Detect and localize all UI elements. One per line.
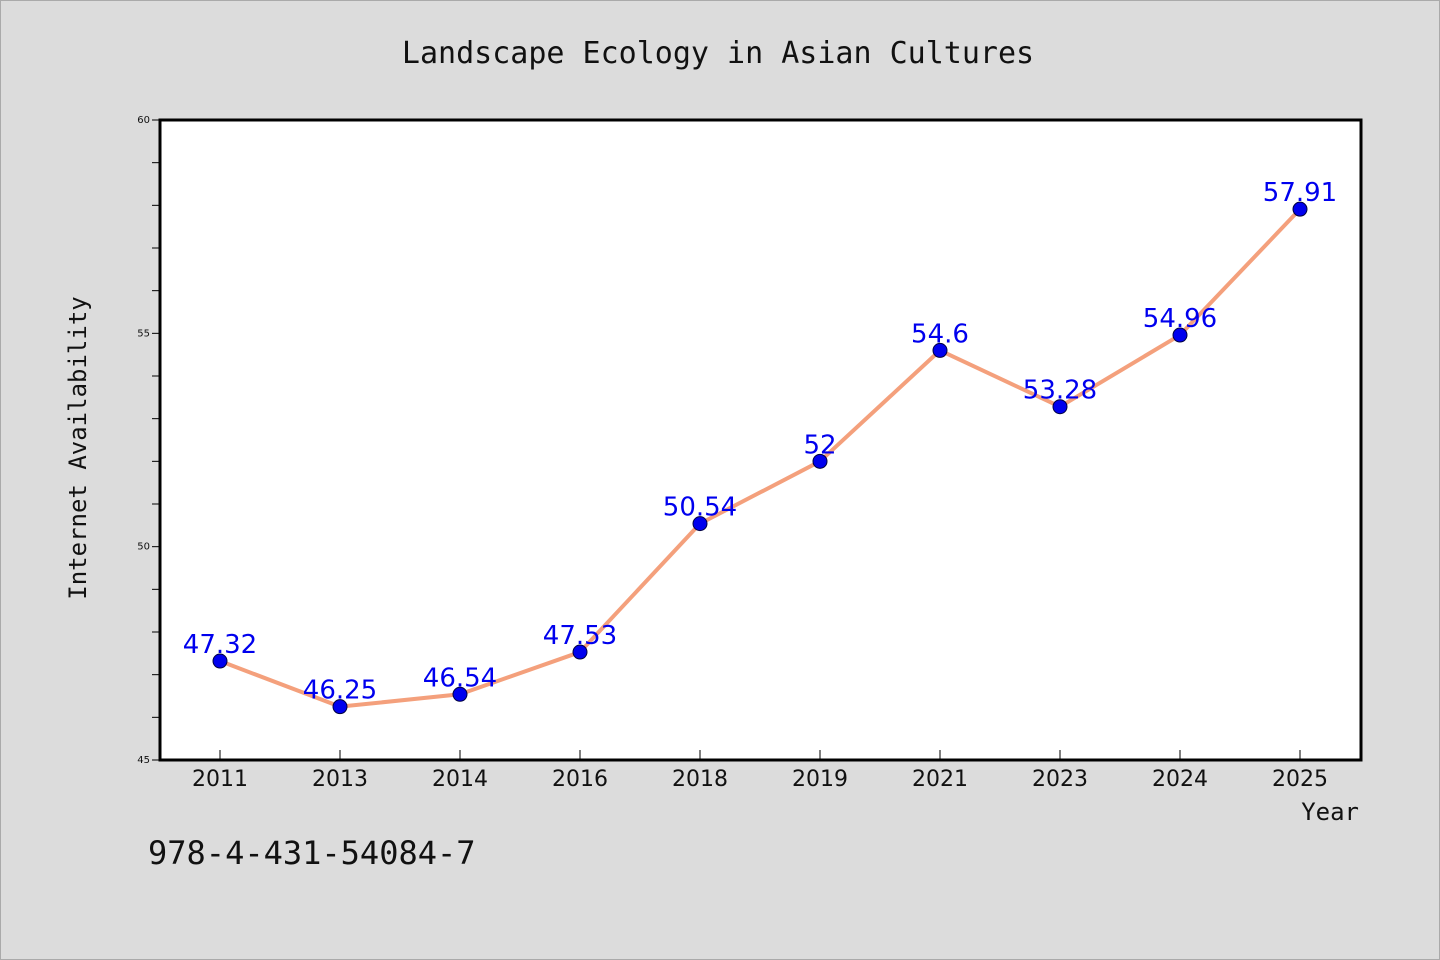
data-point: [572, 644, 588, 660]
chart-title: Landscape Ecology in Asian Cultures: [402, 36, 1034, 71]
y-axis-label: Internet Availability: [64, 296, 92, 599]
data-point: [212, 653, 228, 669]
data-point: [452, 686, 468, 702]
y-tick-label: 55: [137, 328, 150, 339]
x-tick-label: 2023: [1032, 767, 1088, 792]
x-tick-label: 2018: [672, 767, 728, 792]
isbn-annotation: 978-4-431-54084-7: [148, 834, 476, 872]
data-label: 53.28: [1023, 376, 1097, 406]
data-label: 54.6: [911, 319, 969, 349]
data-label: 50.54: [663, 493, 737, 523]
y-tick-label: 50: [137, 542, 150, 553]
y-axis: 45 50 55 60: [137, 115, 160, 766]
x-tick-label: 2013: [312, 767, 368, 792]
plot-area: [158, 118, 1363, 762]
data-label: 47.32: [183, 630, 257, 660]
x-tick-label: 2024: [1152, 767, 1208, 792]
data-point: [1052, 399, 1068, 415]
data-point: [332, 699, 348, 715]
x-tick-label: 2011: [192, 767, 248, 792]
data-label: 47.53: [543, 621, 617, 651]
y-tick-label: 45: [137, 755, 150, 766]
x-tick-label: 2019: [792, 767, 848, 792]
data-label: 46.54: [423, 663, 497, 693]
x-axis-label: Year: [1301, 798, 1359, 826]
x-tick-label: 2021: [912, 767, 968, 792]
data-label: 57.91: [1263, 178, 1337, 208]
data-point: [932, 342, 948, 358]
data-point: [1292, 201, 1308, 217]
series-layer: 47.32 46.25 46.54 47.53 50.54 52 54.6 53.28 54.9…: [183, 178, 1337, 715]
x-axis: 2011 2013 2014 2016 2018 2019 2021 2023 2024 2025: [192, 750, 1328, 792]
y-tick-label: 60: [137, 115, 150, 126]
x-tick-label: 2016: [552, 767, 608, 792]
data-point: [692, 516, 708, 532]
data-point: [812, 453, 828, 469]
data-point: [1172, 327, 1188, 343]
x-tick-label: 2014: [432, 767, 488, 792]
x-tick-label: 2025: [1272, 767, 1328, 792]
data-label: 54.96: [1143, 304, 1217, 334]
data-label: 46.25: [303, 676, 377, 706]
series-line: [218, 207, 1302, 709]
data-label: 52: [803, 430, 836, 460]
